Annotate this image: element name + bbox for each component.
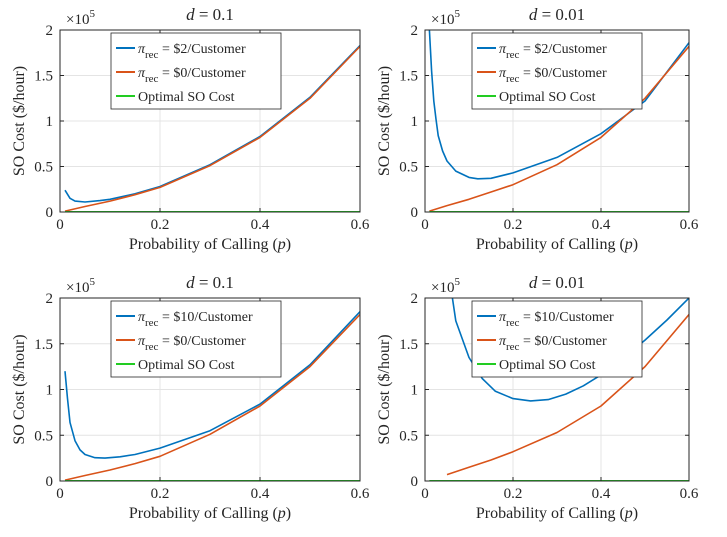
x-tick-label: 0.2 (504, 486, 523, 502)
y-tick-label: 1 (411, 114, 419, 130)
legend-entry-3: Optimal SO Cost (138, 358, 235, 373)
subplot-4: 0 0.2 0.4 0.6 0 0.5 1 1.5 2 ×105 d = 0.01 Probabili… (376, 273, 699, 522)
x-tick-label: 0.4 (592, 486, 611, 502)
legend-entry-1: πrec = $10/Customer (138, 310, 253, 329)
y-tick-label: 0.5 (34, 428, 53, 444)
x-tick-label: 0.6 (351, 217, 370, 233)
subplot-title: d = 0.1 (186, 273, 234, 292)
y-tick-label: 1.5 (34, 69, 53, 85)
series-line-2 (64, 313, 360, 481)
legend-box (471, 300, 643, 378)
legend: πrec = $10/Customer πrec = $0/Customer Opt… (110, 300, 282, 378)
legend-entry-3: Optimal SO Cost (499, 358, 596, 373)
subplot-1: 0 0.2 0.4 0.6 0 0.5 1 1.5 2 ×105 d = 0.1 Probabilit… (11, 5, 370, 253)
x-tick-label: 0.4 (592, 217, 611, 233)
series-line-2 (64, 45, 360, 212)
y-tick-label: 1 (46, 114, 54, 130)
x-axis-label: Probability of Calling (p) (476, 505, 638, 522)
x-tick-label: 0.6 (680, 486, 699, 502)
x-tick-label: 0.2 (151, 217, 170, 233)
y-tick-label: 1 (46, 383, 54, 399)
y-exponent-label: ×105 (66, 8, 95, 28)
x-tick-label: 0 (56, 486, 64, 502)
y-tick-label: 2 (411, 23, 419, 39)
x-tick-label: 0.2 (151, 486, 170, 502)
subplot-title: d = 0.01 (529, 273, 585, 292)
subplot-title: d = 0.01 (529, 5, 585, 24)
y-tick-label: 2 (46, 291, 54, 307)
x-tick-label: 0.2 (504, 217, 523, 233)
y-tick-label: 0 (411, 474, 419, 490)
y-tick-label: 0 (411, 205, 419, 221)
legend-entry-2: πrec = $0/Customer (138, 334, 246, 353)
legend-entry-2: πrec = $0/Customer (499, 334, 607, 353)
subplot-title: d = 0.1 (186, 5, 234, 24)
y-exponent-label: ×105 (66, 276, 95, 296)
legend-entry-1: πrec = $2/Customer (499, 42, 607, 61)
y-tick-label: 1.5 (399, 69, 418, 85)
y-tick-label: 1.5 (399, 337, 418, 353)
y-exponent-label: ×105 (431, 8, 460, 28)
series-group (64, 44, 360, 212)
legend-box (110, 32, 282, 110)
y-tick-label: 0.5 (399, 428, 418, 444)
x-tick-label: 0.4 (251, 486, 270, 502)
series-group (64, 311, 360, 481)
legend-entry-2: πrec = $0/Customer (499, 66, 607, 85)
y-tick-label: 1 (411, 383, 419, 399)
legend-entry-3: Optimal SO Cost (138, 90, 235, 105)
x-tick-label: 0 (56, 217, 64, 233)
x-tick-label: 0 (421, 486, 429, 502)
y-axis-label: SO Cost ($/hour) (376, 334, 393, 444)
legend-entry-1: πrec = $10/Customer (499, 310, 614, 329)
series-line-1 (428, 30, 689, 180)
series-line-1 (64, 311, 360, 459)
subplot-3: 0 0.2 0.4 0.6 0 0.5 1 1.5 2 ×105 d = 0.1 Probabilit… (11, 273, 370, 522)
legend-entry-3: Optimal SO Cost (499, 90, 596, 105)
x-axis-label: Probability of Calling (p) (476, 236, 638, 253)
x-axis-label: Probability of Calling (p) (129, 505, 291, 522)
series-group (428, 30, 689, 212)
y-tick-label: 0 (46, 205, 54, 221)
legend-box (110, 300, 282, 378)
y-tick-label: 2 (46, 23, 54, 39)
y-exponent-label: ×105 (431, 276, 460, 296)
x-tick-label: 0 (421, 217, 429, 233)
legend: πrec = $2/Customer πrec = $0/Customer Opti… (471, 32, 643, 110)
x-tick-label: 0.6 (351, 486, 370, 502)
y-axis-label: SO Cost ($/hour) (11, 334, 28, 444)
legend-entry-2: πrec = $0/Customer (138, 66, 246, 85)
y-axis-label: SO Cost ($/hour) (11, 66, 28, 176)
legend: πrec = $2/Customer πrec = $0/Customer Opti… (110, 32, 282, 110)
y-tick-label: 0 (46, 474, 54, 490)
y-axis-label: SO Cost ($/hour) (376, 66, 393, 176)
legend: πrec = $10/Customer πrec = $0/Customer Opt… (471, 300, 643, 378)
y-tick-label: 1.5 (34, 337, 53, 353)
subplot-2: 0 0.2 0.4 0.6 0 0.5 1 1.5 2 ×105 d = 0.01 Probabili… (376, 5, 699, 253)
x-tick-label: 0.4 (251, 217, 270, 233)
x-axis-label: Probability of Calling (p) (129, 236, 291, 253)
series-line-2 (429, 45, 689, 212)
y-tick-label: 2 (411, 291, 419, 307)
legend-box (471, 32, 643, 110)
y-tick-label: 0.5 (34, 160, 53, 176)
legend-entry-1: πrec = $2/Customer (138, 42, 246, 61)
y-tick-label: 0.5 (399, 160, 418, 176)
x-tick-label: 0.6 (680, 217, 699, 233)
